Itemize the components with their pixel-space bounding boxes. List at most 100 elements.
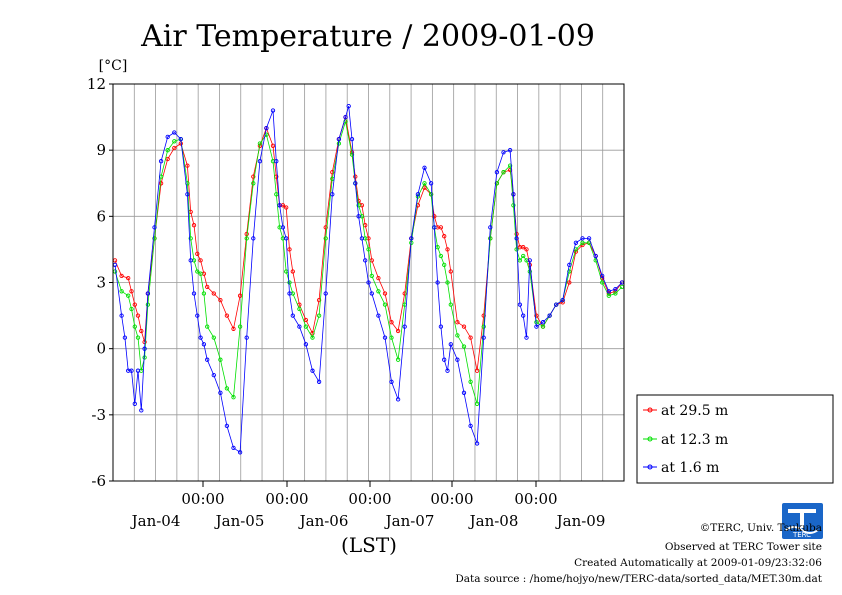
data-point [438,253,444,259]
data-point [287,280,292,285]
legend-label: at 29.5 m [661,403,728,419]
data-point [567,280,572,285]
data-point [165,156,170,162]
x-date-tick-label: Jan-06 [298,512,349,530]
data-point [211,291,216,296]
data-point [284,236,289,241]
data-point [224,386,230,391]
data-point [316,379,322,384]
data-point [129,368,134,373]
data-point [244,236,249,241]
data-point [600,273,605,279]
x-date-tick-label: Jan-08 [468,512,519,530]
data-point [613,291,618,296]
legend-box [636,394,834,484]
x-time-tick-label: 00:00 [430,490,473,508]
data-point [126,293,131,298]
data-point [251,236,256,241]
x-time-tick-label: 00:00 [265,490,308,508]
data-point [527,258,532,263]
data-point [481,324,486,329]
x-time-tick-label: 00:00 [514,490,557,508]
credit-line-2: Observed at TERC Tower site [665,541,822,553]
data-point [455,357,460,362]
data-point [481,335,486,340]
data-point [129,306,134,312]
data-point [517,258,523,263]
data-point [534,313,539,318]
data-point [237,293,243,298]
data-point [422,165,427,170]
series-line [114,121,623,404]
data-point [224,423,230,429]
data-point [409,236,414,241]
data-point [231,395,236,400]
chart-title: Air Temperature / 2009-01-09 [140,19,595,54]
data-point [244,335,249,340]
y-tick-label: 9 [96,141,106,159]
data-point [277,203,282,208]
data-point [382,335,388,340]
data-point [461,390,467,395]
data-point [158,159,164,164]
y-tick-label: -6 [91,472,106,490]
x-time-tick-label: 00:00 [181,490,224,508]
x-time-tick-label: 00:00 [348,490,391,508]
data-point [132,401,137,406]
data-point [468,379,473,384]
data-point [395,328,401,334]
data-point [461,324,467,329]
x-date-tick-label: Jan-04 [130,512,181,530]
data-point [119,289,124,294]
data-point [237,324,243,329]
y-tick-label: 6 [96,207,106,225]
data-point [142,346,147,351]
data-point [461,344,467,349]
data-point [303,342,309,347]
data-point [349,152,355,157]
data-point [129,289,134,294]
data-point [445,247,450,252]
data-point [172,139,177,144]
data-point [435,245,440,250]
legend-marker [647,436,653,442]
data-point [415,192,421,197]
data-point [389,320,394,325]
data-point [534,324,539,329]
data-point [438,225,444,230]
data-point [448,342,453,347]
data-point [468,423,473,429]
data-point [185,163,190,168]
data-point [586,236,592,241]
data-point [264,125,269,131]
data-point [474,368,480,373]
data-point [201,342,207,347]
data-point [448,269,453,274]
data-point [185,192,190,197]
data-point [428,181,434,186]
data-point [573,240,579,245]
data-point [540,320,546,325]
data-point [524,247,529,252]
data-point [432,214,437,219]
data-point [442,357,447,362]
data-point [547,313,552,318]
data-point [488,225,493,230]
data-point [323,291,328,296]
data-point [126,275,131,281]
data-point [303,324,309,329]
y-tick-label: 3 [96,274,106,292]
legend-marker [647,407,653,413]
data-point [152,236,157,241]
legend-marker [647,464,653,470]
data-point [336,136,342,142]
data-point [297,306,302,312]
data-point [619,284,625,290]
data-point [135,335,141,340]
data-point [521,313,526,318]
data-point [606,293,611,298]
data-point [188,258,193,263]
data-point [330,170,335,175]
data-point [501,170,506,175]
